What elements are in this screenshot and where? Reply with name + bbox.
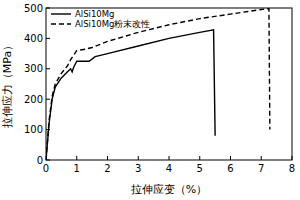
x-tick — [230, 156, 231, 160]
x-tick-label: 7 — [258, 163, 264, 174]
x-tick — [169, 156, 170, 160]
series-line — [46, 9, 270, 160]
x-tick-label: 3 — [135, 163, 141, 174]
y-tick — [46, 38, 50, 39]
series-line — [46, 30, 215, 160]
x-tick — [76, 156, 77, 160]
plot-frame — [46, 8, 292, 160]
x-tick-label: 2 — [104, 163, 110, 174]
legend: AlSi10MgAlSi10Mg粉末改性 — [51, 9, 150, 29]
chart: 0 1 2 3 4 5 6 7 8 0 100 200 300 400 500 拉伸应变（%） 拉伸应力（MPa… — [0, 0, 300, 200]
legend-label: AlSi10Mg — [75, 9, 114, 19]
legend-swatch — [51, 23, 71, 24]
y-tick-label: 400 — [24, 33, 43, 44]
x-tick-label: 4 — [166, 163, 172, 174]
y-tick-label: 500 — [24, 3, 43, 14]
x-axis-label: 拉伸应变（%） — [131, 183, 207, 196]
x-tick — [292, 156, 293, 160]
y-tick — [46, 68, 50, 69]
plot-lines — [46, 9, 270, 160]
x-tick-label: 6 — [227, 163, 233, 174]
y-tick-label: 100 — [24, 124, 43, 135]
x-tick — [107, 156, 108, 160]
y-tick-label: 300 — [24, 63, 43, 74]
x-tick — [199, 156, 200, 160]
x-tick-label: 0 — [43, 163, 49, 174]
x-tick — [261, 156, 262, 160]
y-tick — [46, 99, 50, 100]
y-tick — [46, 8, 50, 9]
y-tick-label: 0 — [37, 155, 43, 166]
x-tick-label: 1 — [74, 163, 80, 174]
x-tick-label: 5 — [197, 163, 203, 174]
x-tick — [138, 156, 139, 160]
y-axis-label: 拉伸应力（MPa） — [1, 40, 14, 128]
legend-label: AlSi10Mg粉末改性 — [75, 19, 150, 29]
y-tick-label: 200 — [24, 94, 43, 105]
legend-swatch — [51, 13, 71, 14]
x-tick-label: 8 — [289, 163, 295, 174]
